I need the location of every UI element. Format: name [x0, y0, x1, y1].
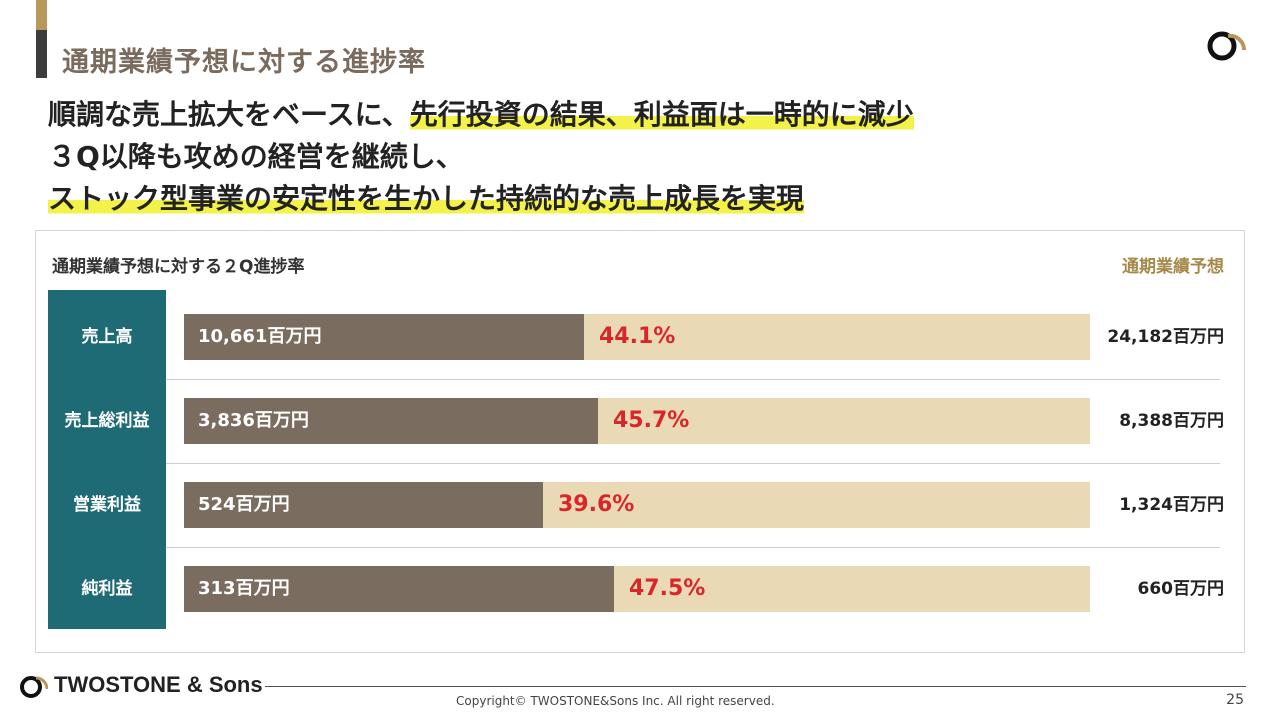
- row-separator: [166, 547, 1220, 548]
- bar-fill: 3,836百万円: [184, 398, 598, 444]
- bar-value-label: 313百万円: [198, 578, 290, 599]
- bar-value-label: 10,661百万円: [198, 326, 322, 347]
- header-accent-bar-dark: [36, 30, 47, 78]
- headline-text: 順調な売上拡大をベースに、: [48, 98, 410, 131]
- bar-track: 10,661百万円 44.1%: [184, 314, 1090, 360]
- bar-fill: 313百万円: [184, 566, 614, 612]
- row-separator: [166, 379, 1220, 380]
- category-label-column: [48, 290, 166, 629]
- progress-percent-label: 45.7%: [613, 408, 690, 433]
- footer-divider: [265, 686, 1246, 687]
- forecast-value: 1,324百万円: [1119, 495, 1224, 515]
- progress-percent-label: 47.5%: [629, 576, 706, 601]
- row-separator: [166, 463, 1220, 464]
- bar-value-label: 524百万円: [198, 494, 290, 515]
- headline-line: ストック型事業の安定性を生かした持続的な売上成長を実現: [48, 178, 914, 220]
- bar-value-label: 3,836百万円: [198, 410, 309, 431]
- category-label: 営業利益: [73, 495, 141, 515]
- forecast-column-title: 通期業績予想: [1122, 257, 1224, 277]
- forecast-value: 660百万円: [1137, 579, 1225, 599]
- progress-percent-label: 39.6%: [558, 492, 635, 517]
- forecast-value: 24,182百万円: [1107, 327, 1224, 347]
- chart-title: 通期業績予想に対する２Q進捗率: [52, 257, 305, 277]
- category-label: 売上高: [81, 327, 133, 347]
- headline-text: ３Q以降も攻めの経営を継続し、: [48, 140, 464, 173]
- footer-brand: TWOSTONE & Sons: [54, 672, 263, 697]
- header-accent-bar: [36, 0, 47, 30]
- copyright-text: Copyright© TWOSTONE&Sons Inc. All right …: [456, 694, 775, 708]
- bar-fill: 524百万円: [184, 482, 543, 528]
- headline-line: ３Q以降も攻めの経営を継続し、: [48, 136, 914, 178]
- bar-track: 3,836百万円 45.7%: [184, 398, 1090, 444]
- footer-logo-icon: [20, 676, 48, 698]
- forecast-value: 8,388百万円: [1119, 411, 1224, 431]
- brand-logo-icon: [1207, 31, 1246, 61]
- page-number: 25: [1226, 692, 1244, 708]
- bar-fill: 10,661百万円: [184, 314, 584, 360]
- progress-percent-label: 44.1%: [599, 324, 676, 349]
- chart-panel: [35, 230, 1245, 653]
- headline-highlight: 先行投資の結果、利益面は一時的に減少: [409, 98, 914, 131]
- bar-track: 313百万円 47.5%: [184, 566, 1090, 612]
- page-title: 通期業績予想に対する進捗率: [62, 47, 426, 78]
- headline-line: 順調な売上拡大をベースに、先行投資の結果、利益面は一時的に減少: [48, 94, 914, 136]
- headline: 順調な売上拡大をベースに、先行投資の結果、利益面は一時的に減少 ３Q以降も攻めの経…: [48, 94, 914, 220]
- category-label: 純利益: [81, 579, 133, 599]
- headline-highlight: ストック型事業の安定性を生かした持続的な売上成長を実現: [48, 182, 805, 215]
- category-label: 売上総利益: [64, 411, 150, 431]
- bar-track: 524百万円 39.6%: [184, 482, 1090, 528]
